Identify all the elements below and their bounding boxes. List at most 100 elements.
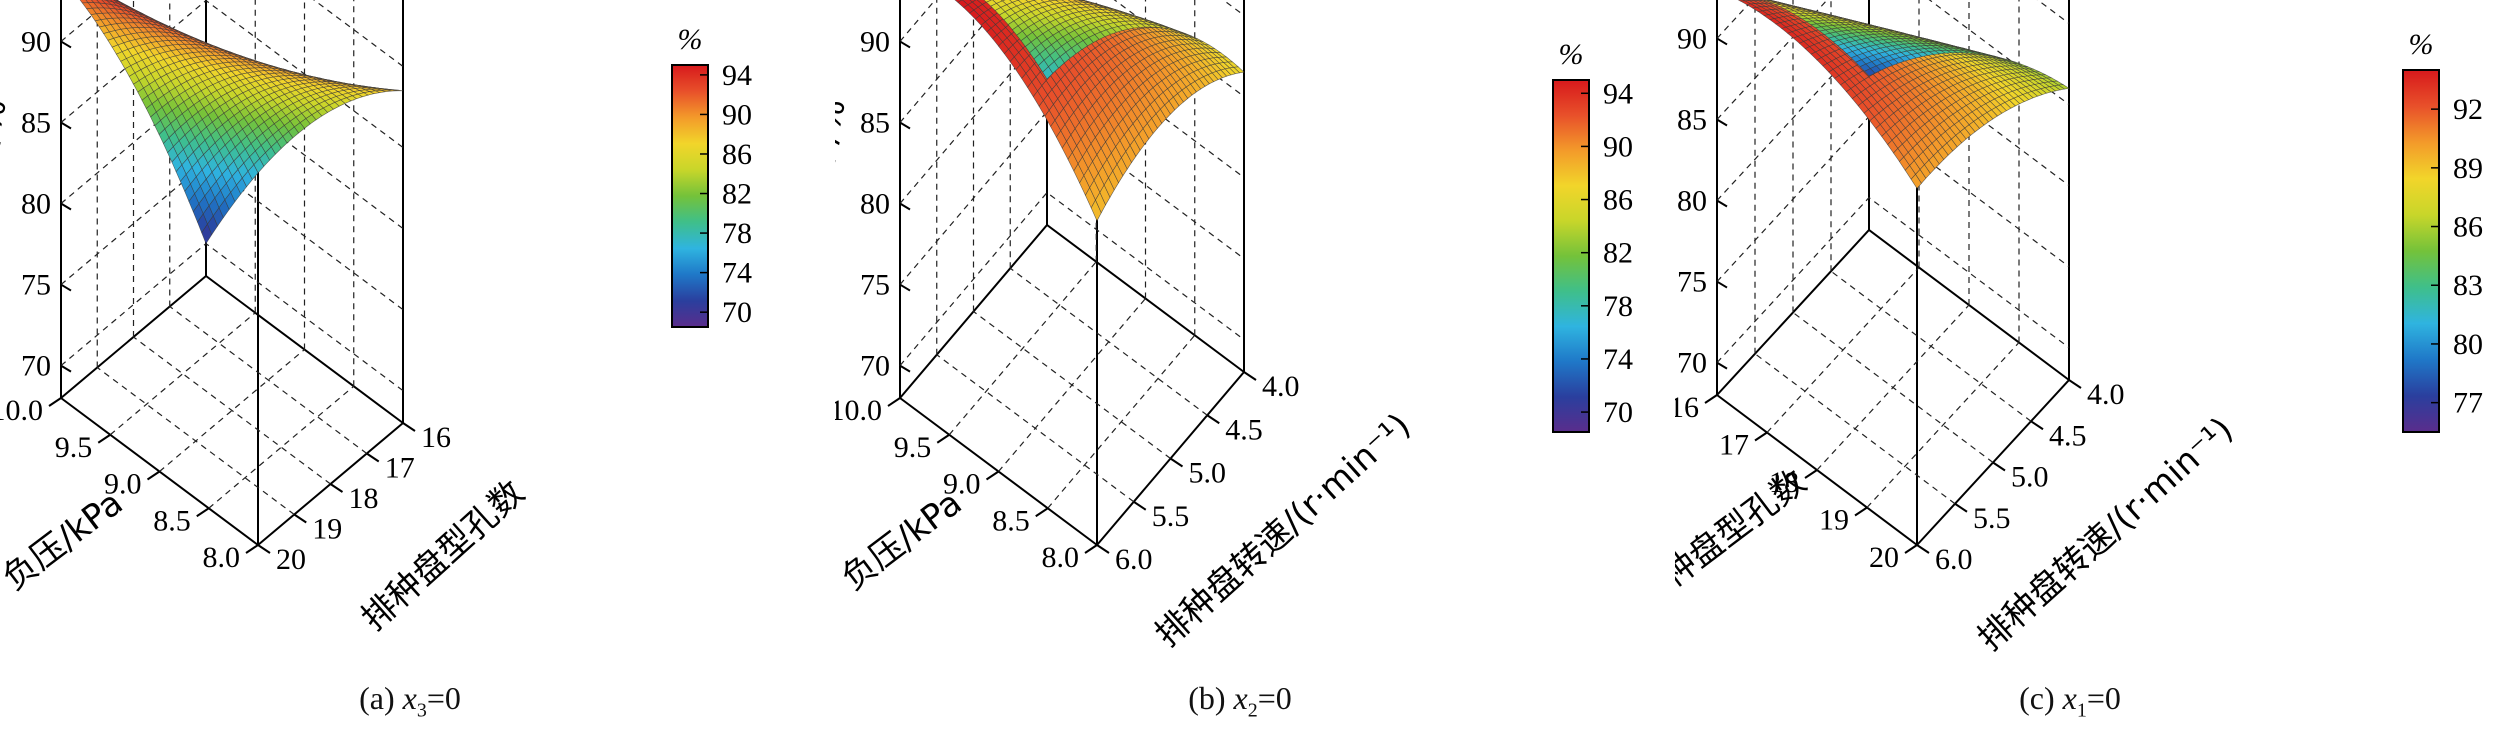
- gridline: [899, 110, 1245, 285]
- z-tick: [899, 283, 911, 292]
- caption-c-suffix: =0: [2086, 680, 2121, 716]
- gridline: [973, 311, 1171, 459]
- y-tick: [1954, 502, 1968, 513]
- x-tick: [97, 433, 111, 444]
- gridline: [899, 29, 1245, 204]
- caption-c-var: x: [2062, 680, 2077, 716]
- caption-c-prefix: (c): [2019, 680, 2063, 716]
- x-axis: 16 17 18 19 20 排种盘型孔数: [1675, 391, 1918, 617]
- caption-c: (c) x1=0: [1870, 680, 2270, 722]
- z-tick-label: 85: [860, 106, 890, 139]
- colorbar: % 92 89 86 83 80 77: [2402, 28, 2483, 433]
- gridline: [1830, 270, 2032, 422]
- x-tick-label: 8.5: [992, 504, 1030, 537]
- y-tick: [1206, 414, 1220, 425]
- y-tick-label: 4.0: [1262, 370, 1300, 403]
- x-tick-label: 20: [1869, 541, 1899, 574]
- caption-c-sub: 1: [2076, 699, 2087, 722]
- z-axis-label: 单粒率/%: [0, 95, 15, 246]
- z-tick: [60, 283, 72, 292]
- axis-edge: [899, 223, 1245, 399]
- colorbar: % 94 90 86 82 78 74 70: [1552, 38, 1633, 433]
- y-tick-label: 5.0: [2011, 461, 2049, 494]
- y-tick-label: 5.5: [1973, 502, 2011, 535]
- caption-a-prefix: (a): [359, 680, 403, 716]
- colorbar-title: %: [1559, 38, 1584, 71]
- colorbar-title: %: [678, 23, 703, 56]
- z-tick: [899, 202, 911, 211]
- colorbar-tick-label: 86: [2453, 211, 2483, 244]
- gridline: [159, 349, 305, 472]
- colorbar-tick-label: 92: [2453, 93, 2483, 126]
- z-tick-label: 85: [21, 106, 51, 139]
- y-tick: [1916, 544, 1930, 554]
- y-tick: [1992, 461, 2006, 472]
- z-tick: [899, 121, 911, 130]
- x-tick-label: 8.0: [203, 541, 241, 574]
- colorbar-tick-label: 86: [1603, 184, 1633, 217]
- x-tick: [146, 470, 161, 481]
- colorbar-tick-label: 78: [1603, 290, 1633, 323]
- y-tick-label: 4.5: [1225, 413, 1263, 446]
- x-tick: [196, 507, 210, 518]
- y-tick-label: 17: [385, 452, 415, 485]
- x-tick-label: 9.5: [894, 431, 932, 464]
- x-tick-label: 9.5: [55, 431, 93, 464]
- x-tick: [1854, 506, 1868, 517]
- gridline: [1716, 196, 2070, 364]
- gridline: [1047, 334, 1196, 509]
- x-tick-label: 16: [1675, 391, 1699, 424]
- x-tick: [48, 397, 62, 407]
- y-tick-label: 4.0: [2087, 378, 2125, 411]
- x-tick-label: 9.0: [943, 468, 981, 501]
- z-tick-label: 80: [1677, 185, 1707, 218]
- y-tick-label: 6.0: [1115, 543, 1153, 576]
- y-tick: [2030, 420, 2044, 431]
- x-tick: [1704, 394, 1718, 404]
- colorbar-tick-label: 90: [722, 98, 752, 131]
- y-tick-label: 4.5: [2049, 419, 2087, 452]
- x-tick-label: 18: [1769, 466, 1799, 499]
- surface-cell: [2057, 84, 2070, 90]
- colorbar-bar: [2402, 69, 2440, 433]
- z-tick-label: 70: [21, 350, 51, 383]
- z-tick-label: 75: [21, 269, 51, 302]
- gridline: [60, 242, 404, 392]
- x-tick-label: 9.0: [104, 468, 142, 501]
- colorbar-tick-label: 83: [2453, 269, 2483, 302]
- colorbar-tick-label: 90: [1603, 130, 1633, 163]
- caption-a-sub: 3: [416, 699, 427, 722]
- y-tick: [1133, 500, 1147, 511]
- z-axis: 707580859095单粒率/%: [1677, 22, 1728, 380]
- chart-panel-b: 707580859095单粒率/%10.09.59.08.58.0负压/kPa4…: [835, 0, 1633, 655]
- x-tick: [1754, 431, 1768, 442]
- x-tick-label: 10.0: [0, 394, 43, 427]
- z-tick: [1716, 361, 1728, 370]
- gridline: [1766, 267, 1920, 433]
- surface: [1737, 0, 2070, 189]
- z-tick-label: 90: [21, 25, 51, 58]
- x-tick: [985, 470, 1000, 481]
- surface: [954, 0, 1245, 222]
- colorbar-tick-label: 94: [722, 59, 752, 92]
- y-tick-label: 16: [421, 421, 451, 454]
- x-axis: 10.0 9.5 9.0 8.5 8.0 负压/kPa: [0, 394, 259, 599]
- x-tick: [245, 544, 259, 554]
- z-tick-label: 75: [1677, 266, 1707, 299]
- gridline: [1866, 342, 2020, 508]
- colorbar-title: %: [2409, 28, 2434, 61]
- z-tick-label: 80: [21, 188, 51, 221]
- colorbar-tick-label: 82: [722, 178, 752, 211]
- x-tick: [1035, 507, 1049, 518]
- gridline: [1009, 267, 1208, 416]
- colorbar-tick-label: 86: [722, 138, 752, 171]
- z-tick-label: 75: [860, 269, 890, 302]
- colorbar-tick-label: 94: [1603, 77, 1633, 110]
- gridline: [109, 312, 256, 436]
- z-tick: [60, 40, 72, 49]
- gridline: [1792, 312, 1994, 463]
- y-tick-label: 5.0: [1189, 457, 1227, 490]
- y-tick: [402, 422, 416, 432]
